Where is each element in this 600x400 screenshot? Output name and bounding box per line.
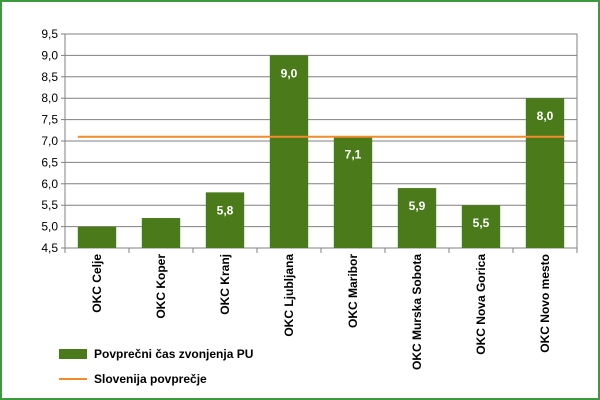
data-label: 5,9 (409, 199, 426, 213)
bar (397, 188, 437, 248)
bars (77, 55, 565, 249)
y-tick-label: 6,5 (41, 155, 58, 169)
x-axis: OKC Celje OKC Koper OKC Kranj OKC Ljubljana… (64, 248, 578, 370)
legend-label-average-line: Slovenija povprečje (94, 372, 207, 386)
x-tick-label: OKC Kranj (218, 254, 232, 315)
data-label: 8,0 (537, 109, 554, 123)
y-tick-label: 9,0 (41, 48, 58, 62)
data-label: 5,5 (473, 216, 490, 230)
bar (269, 55, 309, 249)
x-tick-label: OKC Ljubljana (282, 254, 296, 337)
data-label: 5,8 (217, 203, 234, 217)
data-label: 9,0 (281, 66, 298, 80)
x-tick-label: OKC Koper (154, 254, 168, 319)
legend: Povprečni čas zvonjenja PU Slovenija pov… (59, 347, 253, 386)
y-tick-label: 5,5 (41, 198, 58, 212)
x-tick-label: OKC Nova Gorica (474, 254, 488, 355)
bar (205, 192, 245, 248)
bar (461, 205, 501, 248)
x-tick-label: OKC Murska Sobota (410, 254, 424, 370)
bar (141, 218, 181, 248)
legend-label-bar-series: Povprečni čas zvonjenja PU (94, 347, 253, 361)
bar (525, 98, 565, 248)
data-label: 7,1 (345, 148, 362, 162)
x-tick-label: OKC Celje (90, 254, 104, 313)
data-labels: 5,8 9,0 7,1 5,9 5,5 8,0 (217, 66, 554, 230)
y-tick-label: 5,0 (41, 220, 58, 234)
y-axis: 4,5 5,0 5,5 6,0 6,5 7,0 7,5 8,0 8,5 9,0 9,5 (41, 27, 65, 255)
x-tick-label: OKC Novo mesto (538, 254, 552, 353)
x-tick-label: OKC Maribor (346, 254, 360, 328)
y-tick-label: 7,5 (41, 113, 58, 127)
y-tick-label: 9,5 (41, 27, 58, 41)
y-tick-label: 4,5 (41, 241, 58, 255)
y-tick-label: 6,0 (41, 177, 58, 191)
legend-swatch-bar (59, 349, 87, 359)
y-tick-label: 8,5 (41, 70, 58, 84)
y-tick-label: 7,0 (41, 134, 58, 148)
gridlines (65, 33, 577, 249)
bar (333, 136, 373, 248)
bar (77, 226, 117, 248)
y-tick-label: 8,0 (41, 91, 58, 105)
